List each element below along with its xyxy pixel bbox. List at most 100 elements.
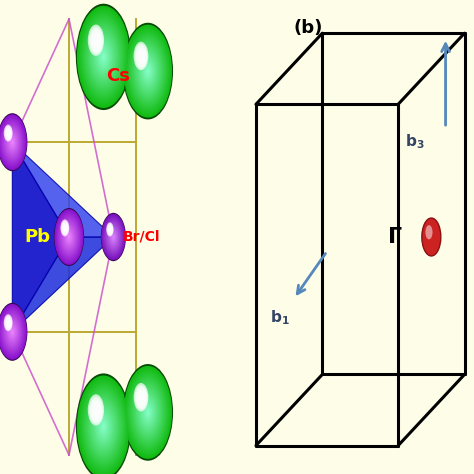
- Circle shape: [80, 12, 127, 101]
- Circle shape: [8, 132, 10, 136]
- Circle shape: [112, 234, 115, 240]
- Circle shape: [102, 216, 124, 258]
- Circle shape: [104, 219, 122, 255]
- Circle shape: [95, 410, 112, 443]
- Circle shape: [9, 136, 16, 148]
- Text: $\mathbf{b_1}$: $\mathbf{b_1}$: [270, 308, 290, 327]
- Circle shape: [91, 31, 101, 51]
- Circle shape: [141, 399, 155, 426]
- Circle shape: [7, 321, 18, 342]
- Circle shape: [11, 329, 14, 335]
- Circle shape: [135, 46, 161, 97]
- Circle shape: [87, 25, 120, 89]
- Circle shape: [106, 222, 121, 252]
- Circle shape: [64, 227, 66, 231]
- Circle shape: [62, 222, 68, 235]
- Circle shape: [109, 228, 118, 246]
- Circle shape: [4, 126, 21, 159]
- Circle shape: [87, 395, 120, 458]
- Circle shape: [98, 46, 109, 67]
- Circle shape: [9, 137, 15, 148]
- Circle shape: [83, 388, 123, 465]
- Circle shape: [94, 35, 100, 47]
- Circle shape: [5, 317, 12, 329]
- Circle shape: [92, 403, 100, 419]
- Circle shape: [91, 34, 116, 80]
- Circle shape: [68, 234, 71, 240]
- Circle shape: [9, 135, 16, 150]
- Circle shape: [6, 129, 11, 138]
- Circle shape: [94, 39, 113, 75]
- Circle shape: [4, 315, 12, 330]
- Circle shape: [106, 222, 114, 237]
- Circle shape: [92, 35, 115, 79]
- Circle shape: [97, 44, 110, 70]
- Circle shape: [93, 38, 113, 76]
- Circle shape: [7, 130, 10, 137]
- Circle shape: [126, 371, 170, 454]
- Circle shape: [98, 416, 109, 437]
- Circle shape: [81, 383, 126, 470]
- Circle shape: [8, 323, 17, 340]
- Circle shape: [63, 223, 68, 234]
- Circle shape: [422, 218, 441, 256]
- Circle shape: [90, 29, 102, 52]
- Circle shape: [100, 51, 107, 63]
- Circle shape: [9, 324, 16, 339]
- Circle shape: [109, 227, 112, 233]
- Circle shape: [55, 210, 83, 264]
- Circle shape: [107, 223, 113, 236]
- Circle shape: [8, 134, 17, 151]
- Circle shape: [0, 303, 27, 361]
- Circle shape: [104, 219, 123, 255]
- Circle shape: [93, 408, 113, 446]
- Circle shape: [139, 393, 145, 403]
- Circle shape: [139, 395, 157, 430]
- Circle shape: [102, 215, 125, 259]
- Circle shape: [7, 131, 18, 154]
- Circle shape: [105, 221, 121, 253]
- Circle shape: [1, 121, 23, 163]
- Circle shape: [0, 305, 27, 359]
- Circle shape: [83, 17, 124, 97]
- Circle shape: [88, 26, 119, 88]
- Circle shape: [82, 386, 125, 467]
- Circle shape: [60, 219, 78, 255]
- Circle shape: [60, 219, 78, 255]
- Text: Cs: Cs: [106, 67, 130, 85]
- Circle shape: [100, 419, 108, 434]
- Circle shape: [139, 55, 156, 87]
- Circle shape: [123, 364, 173, 461]
- Circle shape: [124, 366, 172, 459]
- Circle shape: [1, 310, 24, 354]
- Circle shape: [83, 18, 123, 95]
- Circle shape: [0, 306, 26, 357]
- Circle shape: [106, 222, 121, 252]
- Circle shape: [4, 316, 21, 348]
- Circle shape: [110, 229, 111, 231]
- Circle shape: [76, 4, 131, 110]
- Circle shape: [426, 225, 432, 239]
- Circle shape: [86, 392, 121, 461]
- Circle shape: [85, 391, 122, 462]
- Circle shape: [63, 224, 67, 233]
- Circle shape: [9, 326, 15, 337]
- Circle shape: [64, 227, 74, 247]
- Circle shape: [64, 225, 67, 232]
- Polygon shape: [12, 237, 113, 332]
- Circle shape: [63, 225, 75, 249]
- Circle shape: [136, 389, 160, 436]
- Circle shape: [109, 229, 117, 245]
- Circle shape: [4, 317, 20, 347]
- Circle shape: [5, 127, 12, 140]
- Circle shape: [95, 40, 112, 73]
- Circle shape: [83, 387, 124, 466]
- Circle shape: [143, 62, 153, 81]
- Circle shape: [91, 402, 116, 451]
- Circle shape: [126, 28, 170, 114]
- Circle shape: [146, 408, 150, 417]
- Circle shape: [128, 375, 167, 449]
- Circle shape: [0, 304, 27, 360]
- Circle shape: [137, 389, 146, 407]
- Circle shape: [109, 228, 111, 232]
